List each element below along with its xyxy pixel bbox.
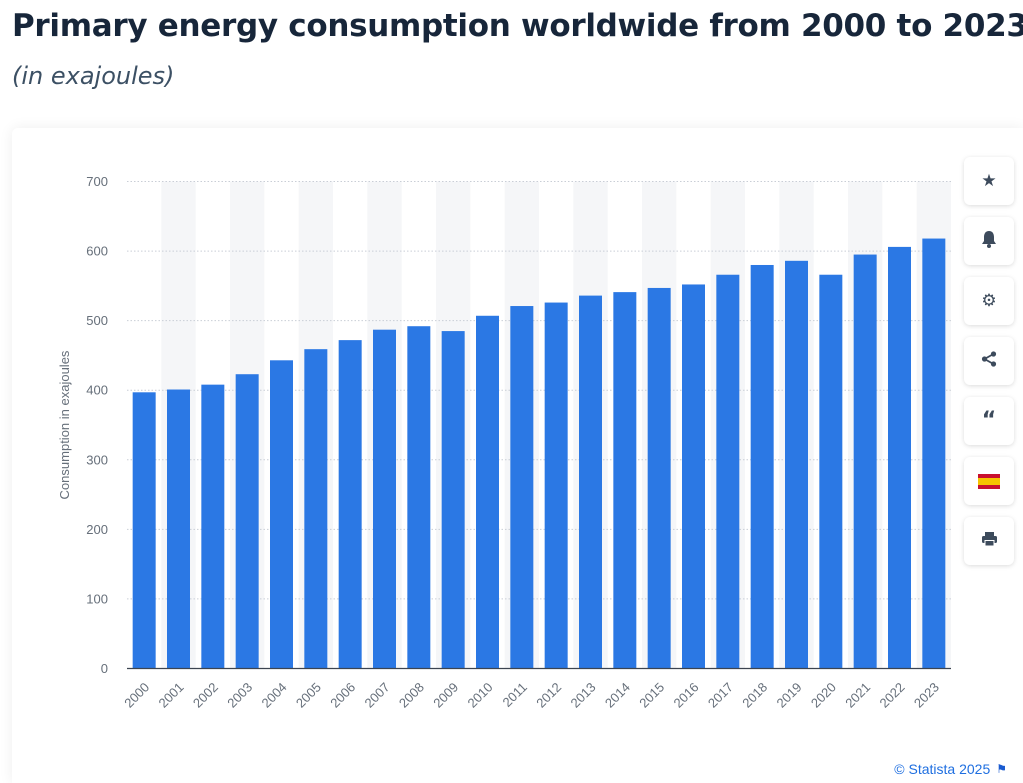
- x-tick-label: 2013: [568, 680, 599, 711]
- x-tick-label: 2021: [842, 680, 873, 711]
- credit-text[interactable]: © Statista 2025: [894, 761, 991, 777]
- y-tick-label: 300: [86, 452, 108, 467]
- statista-credit[interactable]: © Statista 2025 ⚑: [894, 761, 1007, 777]
- bar[interactable]: [750, 264, 774, 669]
- x-tick-label: 2022: [877, 680, 908, 711]
- y-tick-label: 500: [86, 313, 108, 328]
- bar[interactable]: [373, 329, 396, 669]
- bars: [132, 238, 946, 669]
- x-tick-label: 2011: [500, 680, 530, 710]
- bar[interactable]: [682, 284, 705, 669]
- x-tick-label: 2009: [430, 680, 461, 711]
- bar[interactable]: [338, 340, 362, 669]
- bar[interactable]: [132, 392, 156, 669]
- share-icon: [981, 350, 997, 372]
- x-tick-label: 2006: [327, 680, 358, 711]
- x-tick-label: 2016: [671, 680, 702, 711]
- y-tick-label: 400: [86, 383, 108, 398]
- x-tick-label: 2002: [190, 680, 221, 711]
- bar[interactable]: [647, 287, 671, 669]
- y-tick-labels: 0 100 200 300 400 500 600 700: [86, 174, 108, 676]
- x-tick-label: 2010: [465, 680, 496, 711]
- bar[interactable]: [819, 274, 843, 669]
- bookmark-button[interactable]: ★: [964, 157, 1014, 205]
- bar[interactable]: [613, 292, 637, 669]
- x-tick-label: 2012: [533, 680, 564, 711]
- bar[interactable]: [201, 384, 225, 669]
- bar[interactable]: [510, 306, 534, 669]
- print-button[interactable]: [964, 517, 1014, 565]
- x-tick-label: 2019: [774, 680, 805, 711]
- bar[interactable]: [476, 315, 499, 669]
- x-tick-label: 2020: [808, 680, 839, 711]
- gear-icon: ⚙: [981, 290, 997, 311]
- chart-title: Primary energy consumption worldwide fro…: [12, 8, 1023, 44]
- print-icon: [981, 531, 998, 552]
- language-button[interactable]: [964, 457, 1014, 505]
- x-tick-label: 2018: [739, 680, 770, 711]
- x-tick-label: 2014: [602, 680, 633, 711]
- gridlines: [127, 181, 951, 600]
- share-button[interactable]: [964, 337, 1014, 385]
- flag-icon[interactable]: ⚑: [996, 762, 1007, 776]
- bar[interactable]: [544, 302, 568, 669]
- notification-button[interactable]: [964, 217, 1014, 265]
- bar[interactable]: [235, 374, 259, 669]
- bar[interactable]: [304, 349, 328, 669]
- bar[interactable]: [441, 331, 465, 669]
- x-tick-label: 2003: [224, 680, 255, 711]
- x-tick-label: 2015: [636, 680, 667, 711]
- bar[interactable]: [922, 238, 946, 669]
- y-axis-label: Consumption in exajoules: [57, 350, 72, 499]
- star-icon: ★: [981, 170, 997, 191]
- bar[interactable]: [853, 254, 877, 669]
- y-tick-label: 100: [86, 591, 108, 606]
- bar[interactable]: [579, 295, 602, 669]
- x-tick-label: 2005: [293, 680, 324, 711]
- x-tick-label: 2008: [396, 680, 427, 711]
- chart-toolbar: ★ ⚙ “: [964, 157, 1014, 577]
- spain-flag-icon: [978, 473, 1000, 489]
- x-tick-label: 2004: [259, 680, 290, 711]
- bar[interactable]: [167, 389, 190, 669]
- bar[interactable]: [270, 360, 293, 669]
- cite-button[interactable]: “: [964, 397, 1014, 445]
- chart-subtitle: (in exajoules): [12, 62, 175, 90]
- bar[interactable]: [407, 326, 431, 669]
- y-tick-label: 600: [86, 244, 108, 259]
- x-tick-label: 2023: [911, 680, 942, 711]
- quote-icon: “: [981, 408, 997, 433]
- x-tick-label: 2001: [156, 680, 187, 711]
- x-tick-label: 2017: [705, 680, 736, 711]
- y-tick-label: 0: [101, 661, 108, 676]
- bar[interactable]: [716, 274, 740, 669]
- bell-icon: [981, 230, 997, 253]
- x-tick-label: 2007: [362, 680, 393, 711]
- x-tick-label: 2000: [121, 680, 152, 711]
- settings-button[interactable]: ⚙: [964, 277, 1014, 325]
- bar[interactable]: [785, 260, 808, 669]
- bar[interactable]: [888, 246, 911, 669]
- x-tick-labels: 2000 2001 2002 2003 2004 2005 2006 2007 2008 2009…: [121, 680, 942, 711]
- y-tick-label: 200: [86, 522, 108, 537]
- y-tick-label: 700: [86, 174, 108, 189]
